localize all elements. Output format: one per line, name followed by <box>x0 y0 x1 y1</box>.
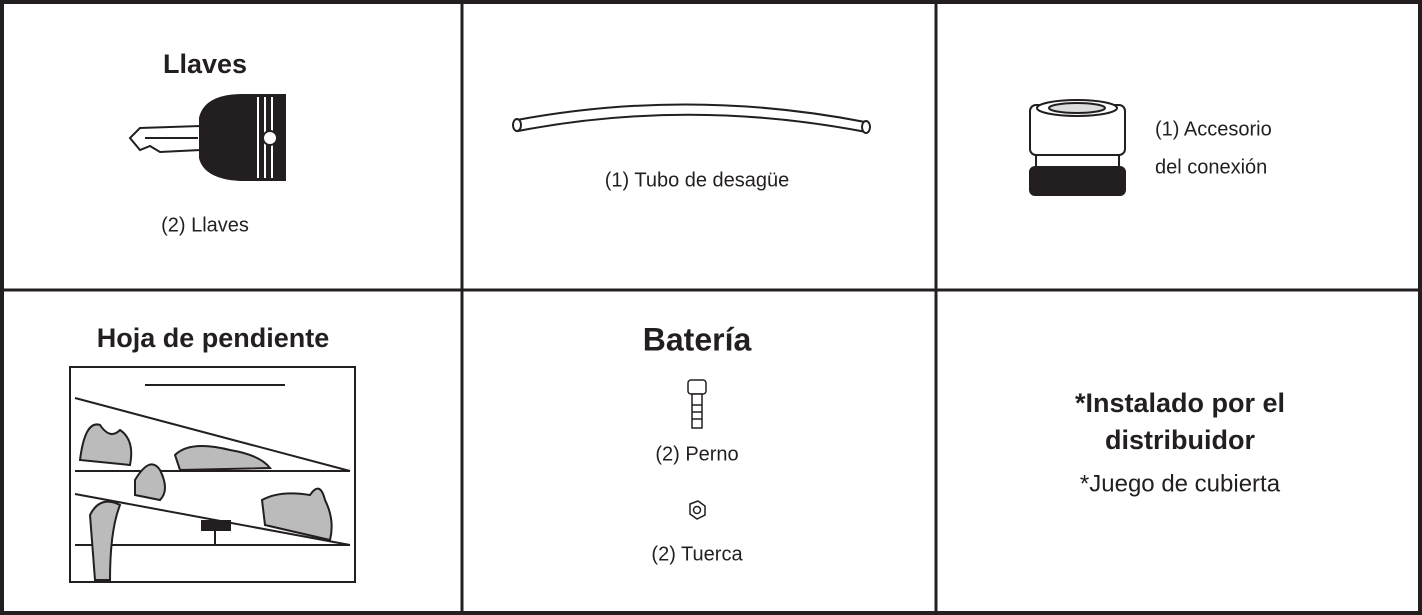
cell-label: (2) Llaves <box>161 214 249 236</box>
cell-title: distribuidor <box>1105 425 1255 455</box>
nut-icon <box>689 500 706 520</box>
bolt-icon <box>687 379 707 429</box>
fitting-icon <box>1029 99 1126 196</box>
tube-icon <box>512 103 871 134</box>
cell-title: Hoja de pendiente <box>97 323 330 353</box>
item-label: (2) Perno <box>655 443 738 465</box>
key-icon <box>128 94 286 181</box>
cell-label: (1) Accesorio <box>1155 118 1272 140</box>
cell-title: *Instalado por el <box>1075 388 1285 418</box>
cell-title: Batería <box>643 321 752 357</box>
slope-sheet-icon <box>69 366 356 583</box>
cell-title: Llaves <box>163 49 247 79</box>
item-label: (2) Tuerca <box>651 543 743 565</box>
cell-label: del conexión <box>1155 156 1267 178</box>
cell-note: *Juego de cubierta <box>1080 470 1281 497</box>
cell-label: (1) Tubo de desagüe <box>605 169 790 191</box>
